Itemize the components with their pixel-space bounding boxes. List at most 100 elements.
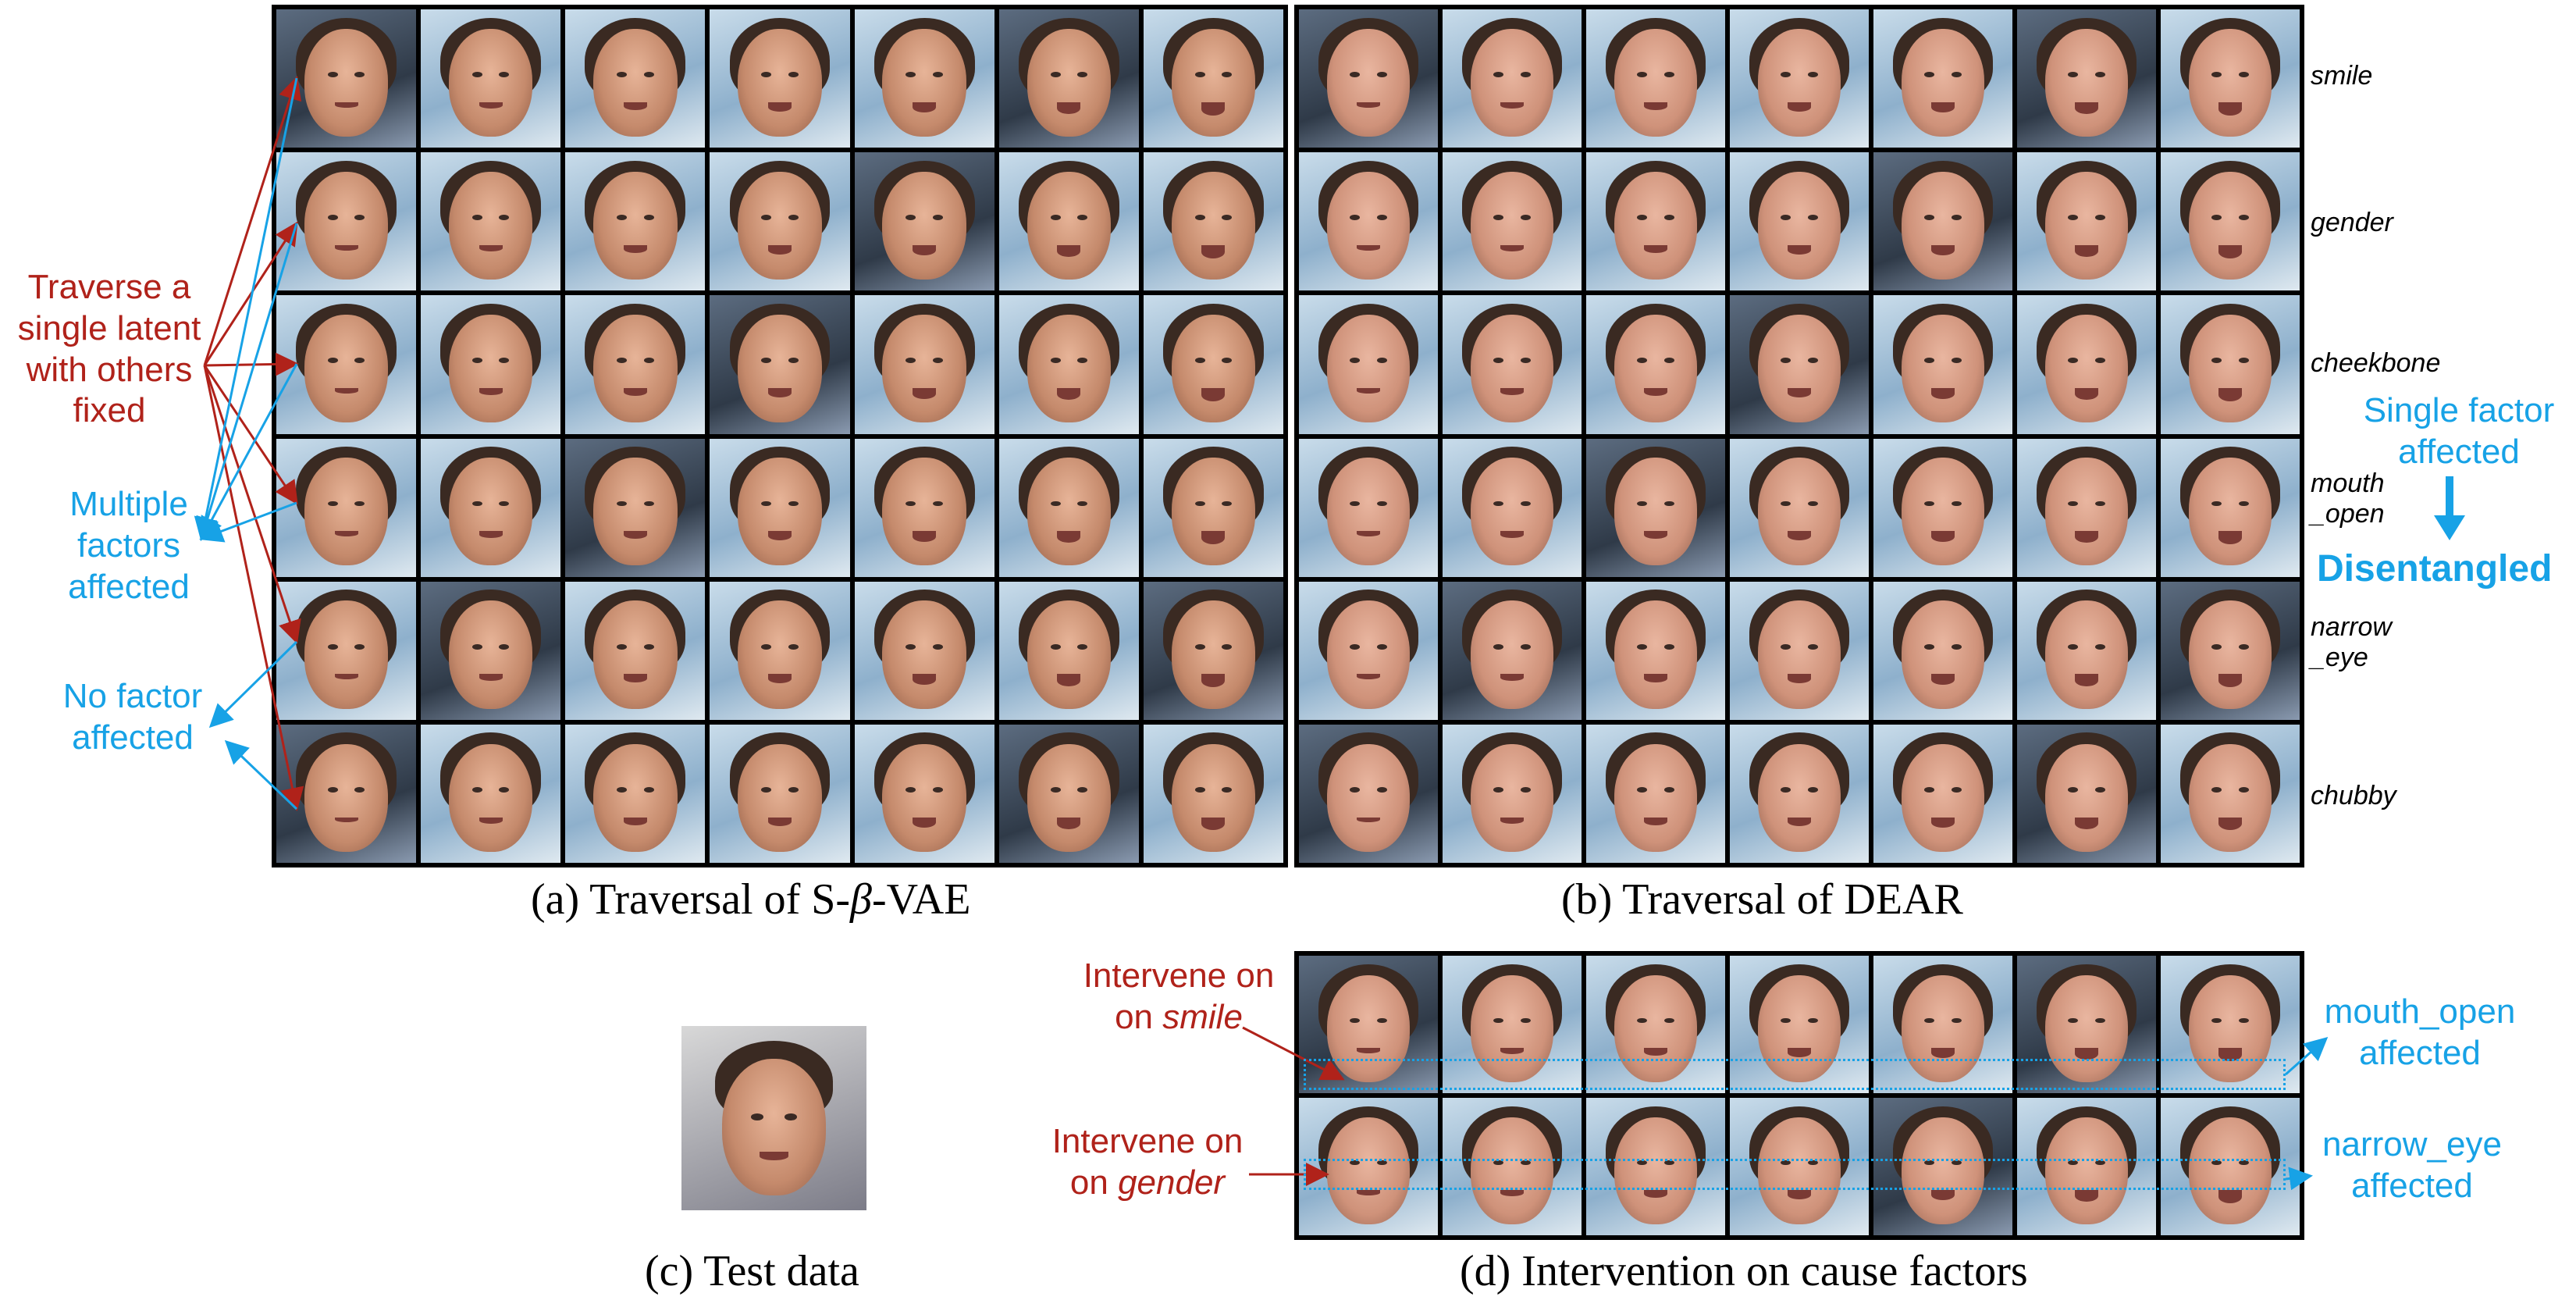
dear-traversal-image <box>1730 152 1869 291</box>
dear-traversal-image <box>1443 438 1582 577</box>
test-face-image <box>681 1026 866 1210</box>
multiple-factors-note: Multiple factors affected <box>68 485 190 606</box>
svae-traversal-image <box>1143 438 1283 577</box>
intervene-gender-note: Intervene on on gender <box>1051 1122 1244 1202</box>
dear-traversal-image <box>1873 438 2012 577</box>
svae-traversal-image <box>998 152 1139 291</box>
dear-traversal-image <box>2161 152 2300 291</box>
intervention-image <box>1873 1098 2012 1235</box>
dear-traversal-image <box>1873 581 2012 720</box>
svae-traversal-image <box>421 295 561 434</box>
traversal-grid-dear <box>1294 5 2304 867</box>
svae-traversal-image <box>710 438 850 577</box>
svae-traversal-image <box>710 152 850 291</box>
dear-traversal-image <box>1730 724 1869 863</box>
svae-traversal-image <box>565 152 706 291</box>
caption-c: (c) Test data <box>645 1247 859 1295</box>
dear-traversal-image <box>1586 9 1725 148</box>
dear-traversal-image <box>2161 9 2300 148</box>
dear-traversal-image <box>1730 9 1869 148</box>
dear-traversal-image <box>2017 438 2156 577</box>
dear-traversal-image <box>1443 295 1582 434</box>
row-label-mouth-open: mouth _open <box>2311 468 2385 529</box>
caption-a: (a) Traversal of S-β-VAE <box>531 875 971 924</box>
svae-traversal-image <box>421 9 561 148</box>
dear-traversal-image <box>1730 295 1869 434</box>
row-label-gender: gender <box>2311 208 2393 237</box>
svae-traversal-image <box>854 295 994 434</box>
row-label-chubby: chubby <box>2311 781 2396 810</box>
intervention-image <box>2161 956 2300 1093</box>
dear-traversal-image <box>1299 9 1438 148</box>
caption-b: (b) Traversal of DEAR <box>1561 875 1963 924</box>
svae-traversal-image <box>710 581 850 720</box>
dear-traversal-image <box>1586 724 1725 863</box>
dear-traversal-image <box>2017 581 2156 720</box>
svae-traversal-image <box>565 295 706 434</box>
intervention-image <box>2017 1098 2156 1235</box>
svae-traversal-image <box>854 724 994 863</box>
disentangled-note: Disentangled <box>2317 548 2553 590</box>
svae-traversal-image <box>1143 9 1283 148</box>
dear-traversal-image <box>2161 724 2300 863</box>
svae-traversal-image <box>1143 152 1283 291</box>
single-factor-note: Single factor affected <box>2363 391 2555 471</box>
svae-traversal-image <box>854 438 994 577</box>
svae-traversal-image <box>710 9 850 148</box>
caption-d: (d) Intervention on cause factors <box>1460 1247 2028 1295</box>
mouth-highlight-box <box>1304 1059 2286 1090</box>
dear-traversal-image <box>2161 295 2300 434</box>
svae-traversal-image <box>854 9 994 148</box>
dear-traversal-image <box>1299 295 1438 434</box>
intervention-image <box>1586 1098 1725 1235</box>
svae-traversal-image <box>276 295 417 434</box>
svae-traversal-image <box>1143 581 1283 720</box>
dear-traversal-image <box>1443 724 1582 863</box>
intervention-image <box>1873 956 2012 1093</box>
svae-traversal-image <box>421 438 561 577</box>
intervention-image <box>1443 956 1582 1093</box>
svae-traversal-image <box>565 581 706 720</box>
dear-traversal-image <box>2161 581 2300 720</box>
no-factor-note: No factor affected <box>62 677 203 757</box>
dear-traversal-image <box>1586 295 1725 434</box>
svae-traversal-image <box>710 295 850 434</box>
dear-traversal-image <box>1586 438 1725 577</box>
svae-traversal-image <box>276 581 417 720</box>
dear-traversal-image <box>1730 581 1869 720</box>
dear-traversal-image <box>1873 724 2012 863</box>
svae-traversal-image <box>998 581 1139 720</box>
dear-traversal-image <box>1873 9 2012 148</box>
intervention-image <box>1730 956 1869 1093</box>
svae-traversal-image <box>565 724 706 863</box>
svae-traversal-image <box>565 438 706 577</box>
dear-traversal-image <box>2017 724 2156 863</box>
svae-traversal-image <box>998 295 1139 434</box>
dear-traversal-image <box>1443 581 1582 720</box>
dear-traversal-image <box>2017 9 2156 148</box>
dear-traversal-image <box>1299 724 1438 863</box>
eye-highlight-box <box>1304 1159 2286 1190</box>
intervention-grid <box>1294 951 2304 1240</box>
svae-traversal-image <box>998 438 1139 577</box>
intervention-image <box>2017 956 2156 1093</box>
svae-traversal-image <box>276 152 417 291</box>
intervention-image <box>1586 956 1725 1093</box>
svae-traversal-image <box>421 724 561 863</box>
dear-traversal-image <box>1299 438 1438 577</box>
dear-traversal-image <box>1586 581 1725 720</box>
traversal-grid-svae <box>272 5 1288 867</box>
svae-traversal-image <box>998 9 1139 148</box>
svae-traversal-image <box>710 724 850 863</box>
intervene-smile-note: Intervene on on smile <box>1083 957 1275 1036</box>
mouth-open-affected-note: mouth_open affected <box>2324 992 2516 1072</box>
narrow-eye-affected-note: narrow_eye affected <box>2322 1125 2502 1205</box>
dear-traversal-image <box>2017 295 2156 434</box>
dear-traversal-image <box>1299 581 1438 720</box>
dear-traversal-image <box>1299 152 1438 291</box>
dear-traversal-image <box>1873 152 2012 291</box>
svae-traversal-image <box>565 9 706 148</box>
dear-traversal-image <box>1443 9 1582 148</box>
svae-traversal-image <box>854 581 994 720</box>
dear-traversal-image <box>2017 152 2156 291</box>
